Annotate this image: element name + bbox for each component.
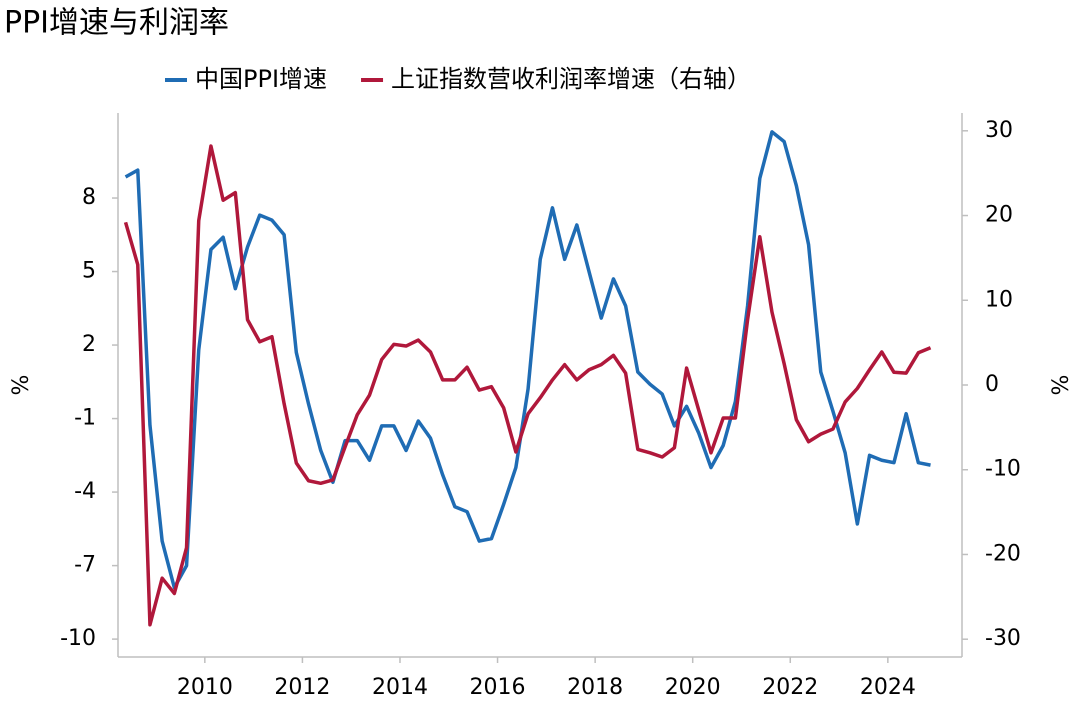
y2-tick-label: 10 xyxy=(985,287,1013,312)
y-axis-label: % xyxy=(9,375,34,396)
y2-axis-label: % xyxy=(1049,375,1074,396)
x-tick-label: 2014 xyxy=(372,675,428,700)
y2-tick-label: 0 xyxy=(985,372,999,397)
x-tick-label: 2010 xyxy=(177,675,233,700)
y-tick-label: -4 xyxy=(74,479,96,504)
y-tick-label: -7 xyxy=(74,553,96,578)
y-tick-label: 5 xyxy=(82,259,96,284)
chart-title: PPI增速与利润率 xyxy=(4,6,229,41)
legend-label: 中国PPI增速 xyxy=(195,65,327,93)
x-tick-label: 2022 xyxy=(762,675,818,700)
y2-tick-label: -20 xyxy=(985,541,1021,566)
x-tick-label: 2020 xyxy=(665,675,721,700)
x-tick-label: 2018 xyxy=(567,675,623,700)
x-tick-label: 2024 xyxy=(860,675,916,700)
line-series xyxy=(123,144,932,627)
x-tick-label: 2016 xyxy=(470,675,526,700)
x-tick-label: 2012 xyxy=(274,675,330,700)
y2-tick-label: -10 xyxy=(985,457,1021,482)
y2-tick-label: -30 xyxy=(985,626,1021,651)
y2-tick-label: 20 xyxy=(985,203,1013,228)
y-tick-label: 2 xyxy=(82,332,96,357)
y-tick-label: -10 xyxy=(60,626,96,651)
line-series xyxy=(124,130,931,590)
y-tick-label: 8 xyxy=(82,185,96,210)
y2-tick-label: 30 xyxy=(985,118,1013,143)
legend-label: 上证指数营收利润率增速（右轴） xyxy=(391,65,751,93)
y-tick-label: -1 xyxy=(74,406,96,431)
